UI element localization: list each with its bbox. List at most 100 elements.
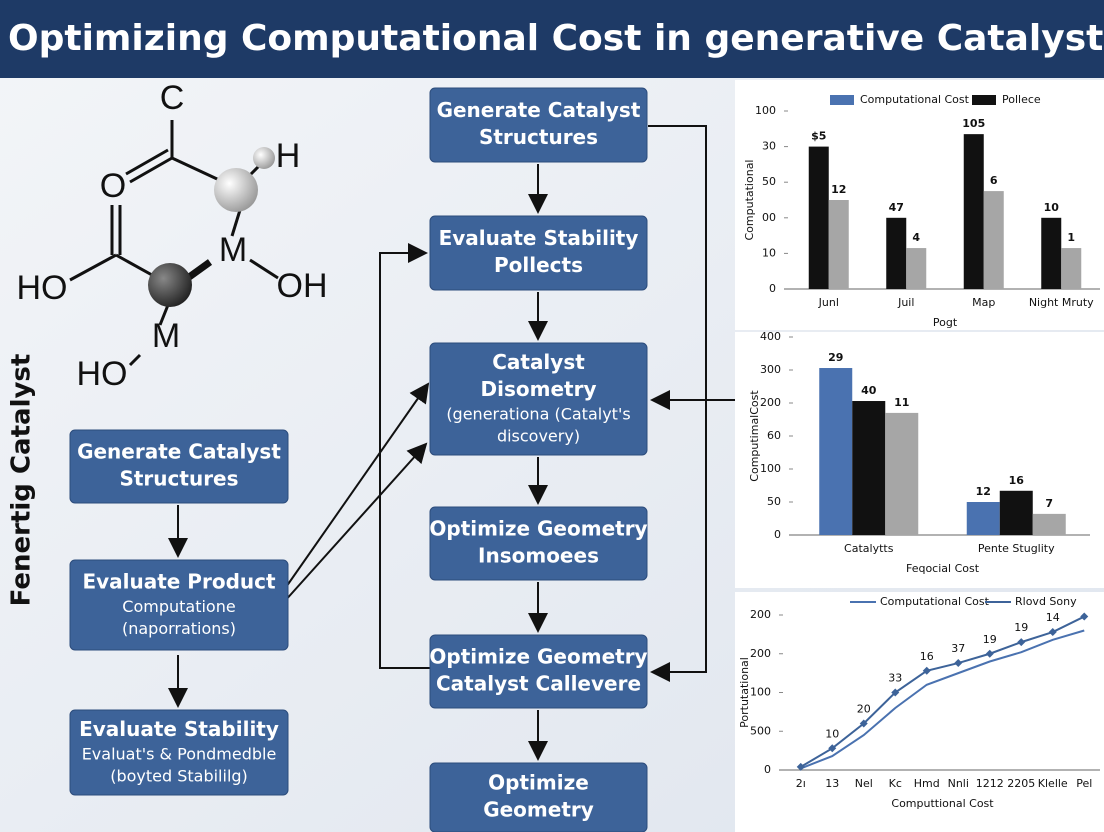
atom: HO (77, 355, 128, 393)
x-tick-label: Catalytts (844, 542, 894, 555)
legend-swatch (972, 95, 996, 105)
header-bar (0, 0, 1104, 78)
point-label: 10 (825, 727, 839, 740)
connectors (168, 125, 735, 761)
box-title: Generate Catalyst (77, 440, 281, 464)
y-tick-label: 300 (760, 363, 781, 376)
flow-box (429, 342, 648, 456)
bar-label: 12 (976, 485, 991, 498)
bar (1041, 217, 1062, 289)
y-tick-label: 0 (769, 282, 776, 295)
atom: M (152, 317, 180, 355)
y-tick-label: 60 (767, 429, 781, 442)
line (800, 629, 1085, 770)
y-tick-label: 50 (767, 495, 781, 508)
bar (1032, 513, 1066, 535)
y-tick-label: 500 (750, 724, 771, 737)
y-axis-label: ComputimalCost (748, 390, 761, 482)
y-tick-label: 100 (755, 104, 776, 117)
y-tick-label: 50 (762, 175, 776, 188)
x-tick-label: Hmd (914, 777, 940, 790)
point (891, 688, 900, 697)
bar (963, 134, 984, 289)
bar-label: 16 (1009, 474, 1025, 487)
y-axis-label: Portutational (738, 657, 751, 728)
legend-label: Computational Cost (860, 93, 970, 106)
atom-ball (214, 168, 258, 212)
flow-box (69, 709, 289, 796)
x-tick-label: Kc (889, 777, 902, 790)
x-tick-label: Nel (855, 777, 873, 790)
x-tick-label: Nnli (948, 777, 969, 790)
bar-label: 40 (861, 384, 877, 397)
legend-label: Computational Cost (880, 595, 990, 608)
flow-box (429, 634, 648, 709)
x-axis-label: Computtional Cost (891, 797, 994, 810)
bar-label: 7 (1045, 497, 1053, 510)
x-axis-label: Feqocial Cost (906, 562, 980, 575)
bar (966, 502, 1000, 535)
bar-label: 6 (990, 174, 998, 187)
y-tick-label: 200 (750, 608, 771, 621)
side-label: Fenertig Catalyst (7, 354, 37, 607)
point-label: 19 (983, 633, 997, 646)
box-title: Generate Catalyst (437, 98, 641, 122)
point (1080, 612, 1089, 621)
point-label: 19 (1014, 621, 1028, 634)
point-label: 37 (951, 642, 965, 655)
point-label: 14 (1046, 611, 1060, 624)
box-detail: Evaluat's & Pondmedble (82, 745, 277, 764)
y-tick-label: 00 (762, 211, 776, 224)
point (828, 744, 837, 753)
box-title: Geometry (483, 798, 594, 822)
bar (828, 200, 849, 289)
flow-box (429, 506, 648, 581)
title: Optimizing Computational Cost in generat… (8, 18, 1103, 59)
x-tick-label: 1212 (976, 777, 1004, 790)
bar (808, 146, 829, 289)
x-tick-label: Junl (818, 296, 839, 309)
bar-label: 10 (1044, 201, 1060, 214)
point (1017, 638, 1026, 647)
box-title: Catalyst Callevere (436, 672, 641, 696)
box-title: Optimize Geometry (429, 645, 647, 669)
legend-label: Pollece (1002, 93, 1041, 106)
box-title: Evaluate Stability (439, 226, 639, 250)
point-label: 20 (857, 703, 871, 716)
point (859, 719, 868, 728)
flow-box (69, 429, 289, 504)
x-tick-label: 2205 (1007, 777, 1035, 790)
y-tick-label: 200 (760, 396, 781, 409)
box-title: Evaluate Stability (79, 717, 279, 741)
box-title: Pollects (494, 253, 583, 277)
bar (819, 368, 853, 535)
atom: H (276, 137, 301, 175)
point-label: 16 (920, 650, 934, 663)
box-detail: (boyted Stabililg) (110, 767, 248, 786)
bar-label: 105 (962, 117, 985, 130)
bar-label: 1 (1067, 231, 1075, 244)
point (954, 659, 963, 668)
bar (983, 191, 1004, 289)
point (1048, 628, 1057, 637)
legend-swatch (830, 95, 854, 105)
flow-box (429, 215, 648, 291)
box-detail: discovery) (497, 427, 580, 446)
bar-label: $5 (811, 130, 826, 143)
box-title: Structures (479, 125, 598, 149)
point (985, 649, 994, 658)
box-title: Optimize (488, 771, 589, 795)
y-axis-label: Computational (743, 159, 756, 240)
box-title: Evaluate Product (82, 570, 276, 594)
line (800, 615, 1085, 768)
x-tick-label: Juil (897, 296, 914, 309)
y-tick-label: 200 (750, 647, 771, 660)
atom-ball (253, 147, 275, 169)
bar-label: 4 (912, 231, 920, 244)
legend-label: Rlovd Sony (1015, 595, 1077, 608)
box-title: Optimize Geometry (429, 517, 647, 541)
x-tick-label: Klelle (1038, 777, 1068, 790)
y-tick-label: 100 (760, 462, 781, 475)
box-title: Structures (119, 467, 238, 491)
y-tick-label: 0 (764, 763, 771, 776)
